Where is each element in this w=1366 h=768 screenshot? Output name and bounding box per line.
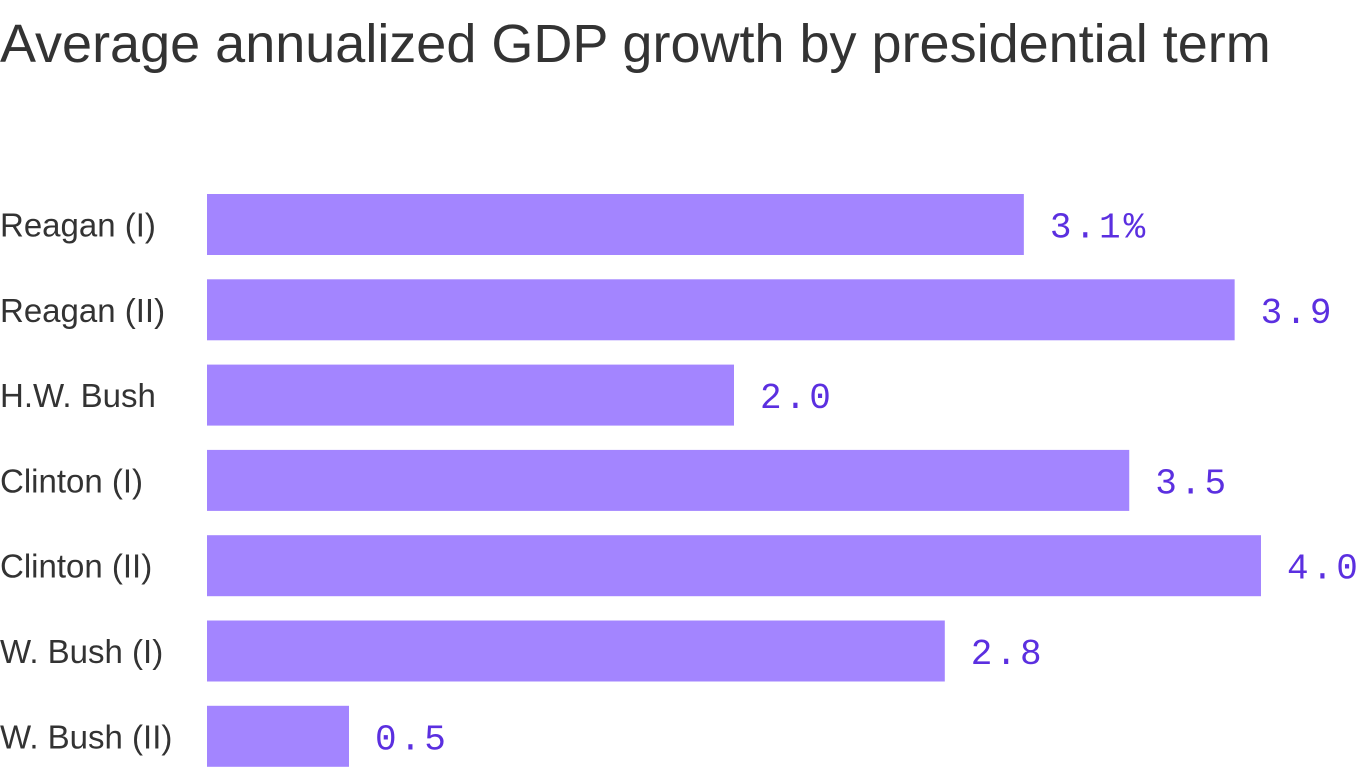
data-label: 3.1% [1050,208,1148,249]
data-label: 3.5 [1155,463,1229,504]
category-label: Clinton (I) [0,462,143,499]
data-label: 3.9 [1261,293,1335,334]
chart-title: Average annualized GDP growth by preside… [0,14,1271,74]
bar [207,364,734,426]
bar [207,535,1261,597]
data-label: 4.0 [1287,549,1361,590]
data-label: 2.8 [971,634,1045,675]
category-label: W. Bush (I) [0,633,163,670]
bar [207,449,1130,511]
category-label: Clinton (II) [0,548,152,585]
bar [207,194,1024,255]
category-label: W. Bush (II) [0,718,172,755]
category-label: Reagan (I) [0,207,156,244]
data-label: 2.0 [760,378,834,419]
data-label: 0.5 [375,719,449,760]
bar [207,620,945,682]
category-label: H.W. Bush [0,377,156,414]
bar [207,279,1235,341]
category-label: Reagan (II) [0,292,165,329]
bar [207,705,349,767]
